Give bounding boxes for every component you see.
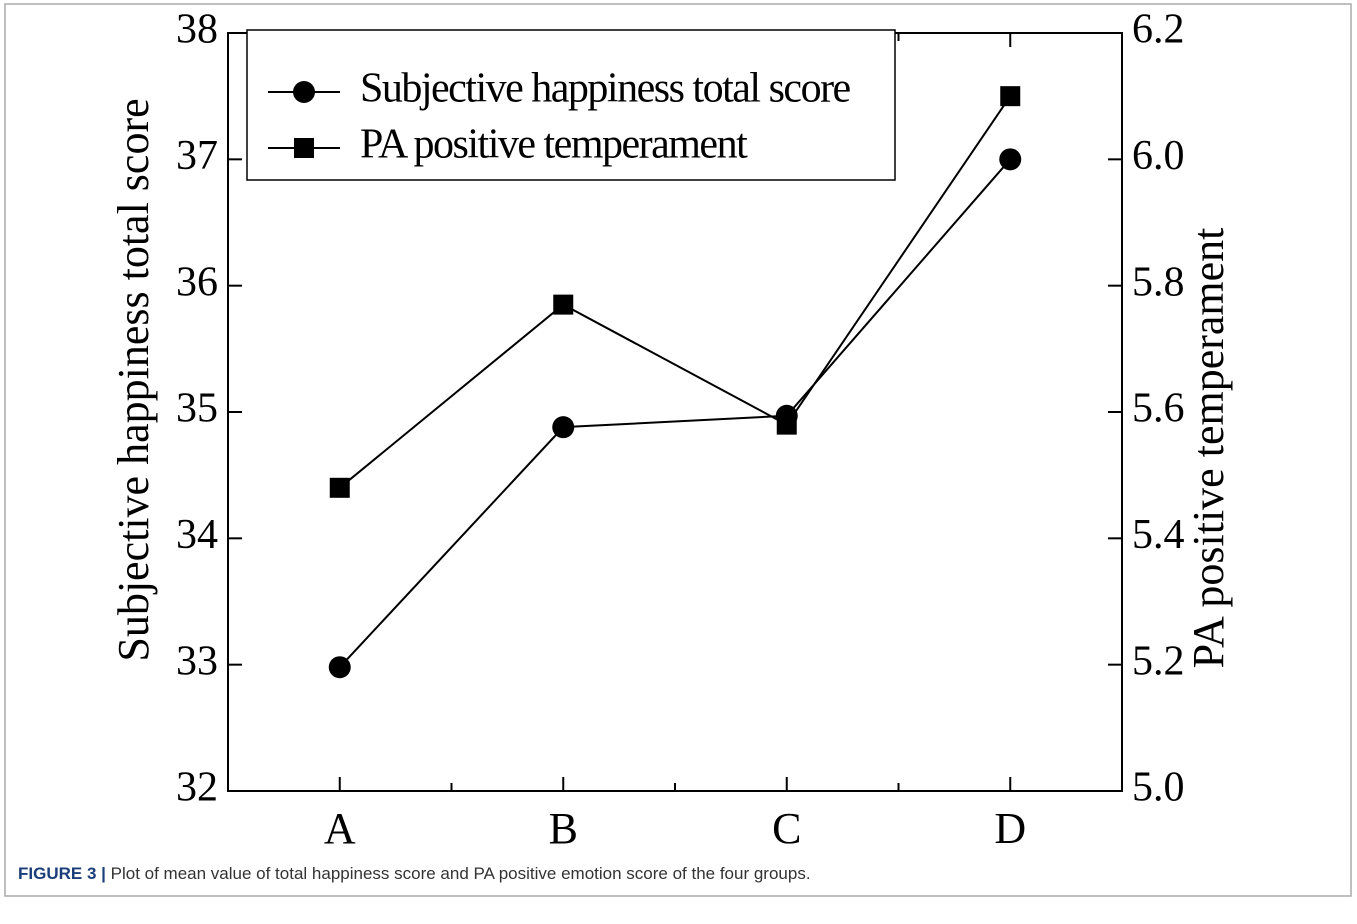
y2-tick-label: 5.8 [1132, 259, 1185, 305]
y2-tick-label: 5.0 [1132, 765, 1185, 811]
marker [329, 477, 350, 498]
marker [294, 138, 314, 158]
marker [553, 294, 574, 315]
frame [4, 3, 1352, 897]
marker [328, 656, 351, 679]
legend-label: PA positive temperament [360, 122, 748, 168]
series-line [339, 95, 1012, 489]
x-tick-label: B [549, 804, 578, 853]
y-axis-title: Subjective happiness total score [109, 98, 158, 661]
y2-axis-title: PA positive temperament [1184, 228, 1233, 669]
marker [1000, 86, 1021, 107]
y2-tick-label: 6.2 [1132, 7, 1185, 53]
y2-tick-label: 5.6 [1132, 386, 1185, 432]
legend [246, 29, 896, 181]
marker [293, 81, 315, 103]
x-tick-label: A [324, 804, 356, 853]
y-tick-label: 33 [176, 638, 218, 684]
y-tick-label: 32 [176, 765, 218, 811]
y2-tick-label: 6.0 [1132, 133, 1185, 179]
marker [999, 148, 1022, 171]
marker [776, 414, 797, 435]
caption-text: Plot of mean value of total happiness sc… [110, 864, 811, 883]
series-line [339, 158, 1012, 668]
y-tick-label: 37 [176, 133, 218, 179]
y-tick-label: 35 [176, 386, 218, 432]
y-tick-label: 34 [176, 512, 218, 558]
caption-label: FIGURE 3 | [18, 864, 106, 883]
x-tick-label: D [994, 804, 1026, 853]
y2-tick-label: 5.4 [1132, 512, 1185, 558]
y2-tick-label: 5.2 [1132, 638, 1185, 684]
y-tick-label: 36 [176, 259, 218, 305]
y-tick-label: 38 [176, 7, 218, 53]
x-tick-label: C [772, 804, 801, 853]
caption: FIGURE 3 | Plot of mean value of total h… [18, 864, 811, 884]
legend-label: Subjective happiness total score [360, 66, 851, 112]
marker [552, 416, 575, 439]
